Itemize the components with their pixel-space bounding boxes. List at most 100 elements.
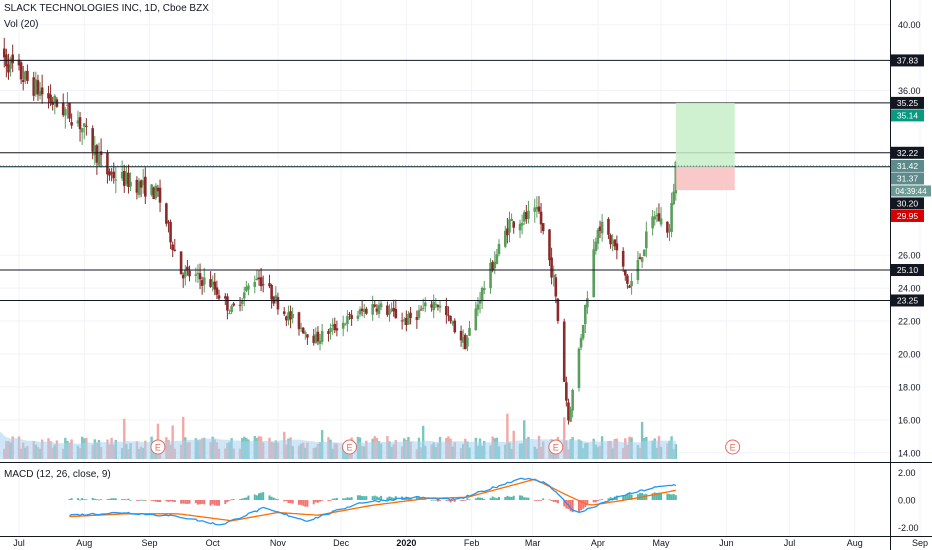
macd-histogram-bar [462,500,465,501]
macd-histogram-bar [169,500,172,502]
earnings-marker [548,439,564,455]
macd-histogram-bar [565,500,568,509]
candle-body [17,59,21,66]
candle-body [299,327,303,329]
macd-histogram-bar [639,492,642,500]
candle-body [36,80,40,95]
candle-body [285,316,288,321]
candle-body [112,171,116,179]
time-axis-label: Jul [784,538,796,548]
macd-histogram-bar [542,498,545,500]
candle-body [565,382,568,401]
macd-histogram-bar [596,500,599,502]
macd-histogram-bar [186,500,189,504]
candle-body [419,309,423,311]
candle-body [390,308,393,312]
candle-body [158,187,162,203]
macd-histogram-bar [653,492,656,500]
macd-histogram-bar [257,493,260,500]
macd-histogram-bar [156,500,159,502]
candle-body [209,279,212,287]
candle-body [301,327,305,334]
candle-body [194,274,198,276]
macd-histogram-bar [140,499,143,501]
macd-histogram-bar [525,497,528,500]
macd-histogram-bar [439,500,442,501]
candle-body [320,330,324,342]
candle-body [21,80,25,82]
candle-body [409,312,412,319]
price-tag-label: 23.25 [897,295,919,305]
macd-histogram-bar [651,493,654,500]
price-axis-tick: 20.00 [898,349,921,359]
candle-body [213,281,217,290]
candle-body [527,210,530,219]
macd-histogram-bar [432,499,435,501]
macd-histogram-bar [657,492,660,500]
macd-histogram-bar [100,499,103,500]
macd-histogram-bar [497,496,500,500]
time-axis-label: Sep [142,538,158,548]
macd-histogram-bar [297,500,300,505]
candle-body [202,277,206,285]
macd-histogram-bar [255,495,258,500]
macd-histogram-bar [577,500,580,512]
macd-histogram-bar [167,500,170,502]
candle-body [438,305,442,308]
candle-body [127,172,130,187]
macd-histogram-bar [417,497,420,500]
macd-histogram-bar [188,500,191,504]
time-axis-label: Aug [76,538,92,548]
macd-histogram-bar [232,498,235,500]
candle-body [577,348,581,389]
candle-body [459,330,463,341]
macd-histogram-bar [182,500,185,504]
macd-histogram-bar [215,500,218,506]
macd-histogram-bar [489,498,492,500]
candle-body [297,312,301,330]
price-axis-tick: 36.00 [898,86,921,96]
price-tag-label: 35.14 [897,110,919,120]
macd-histogram-bar [184,500,187,504]
candle-body [386,305,389,316]
candle-series [2,37,678,425]
candle-body [238,304,242,306]
time-axis-label: Mar [525,538,541,548]
macd-histogram-bar [331,498,334,500]
macd-histogram-bar [209,500,212,506]
macd-histogram-bar [615,495,618,500]
candle-body [541,223,545,232]
candle-body [240,301,244,305]
macd-histogram-bar [319,500,322,502]
price-tag [891,197,924,210]
macd-histogram-bar [359,495,362,500]
price-tag [891,109,924,122]
macd-histogram-bar [83,499,86,501]
macd-histogram-bar [474,498,477,500]
candle-body [224,296,227,299]
candle-body [188,270,191,277]
macd-histogram-bar [211,500,214,505]
price-tag [891,146,924,159]
candle-body [226,296,229,311]
candle-body [93,145,97,156]
candle-body [548,229,551,261]
macd-histogram-bar [592,500,595,503]
time-axis-label: Aug [847,538,863,548]
candle-body [358,309,362,315]
candle-body [449,315,452,322]
macd-histogram-bar [609,497,612,500]
macd-histogram-bar [599,499,602,501]
macd-histogram-bar [159,500,162,503]
macd-histogram-bar [582,500,585,509]
candle-body [253,281,257,287]
candle-body [554,277,558,297]
macd-histogram-bar [312,500,315,505]
candle-body [228,313,231,315]
candle-body [586,298,589,308]
earnings-marker-label: E [553,443,559,453]
candle-body [365,308,368,314]
macd-histogram-bar [527,497,530,500]
macd-histogram-bar [580,500,583,511]
